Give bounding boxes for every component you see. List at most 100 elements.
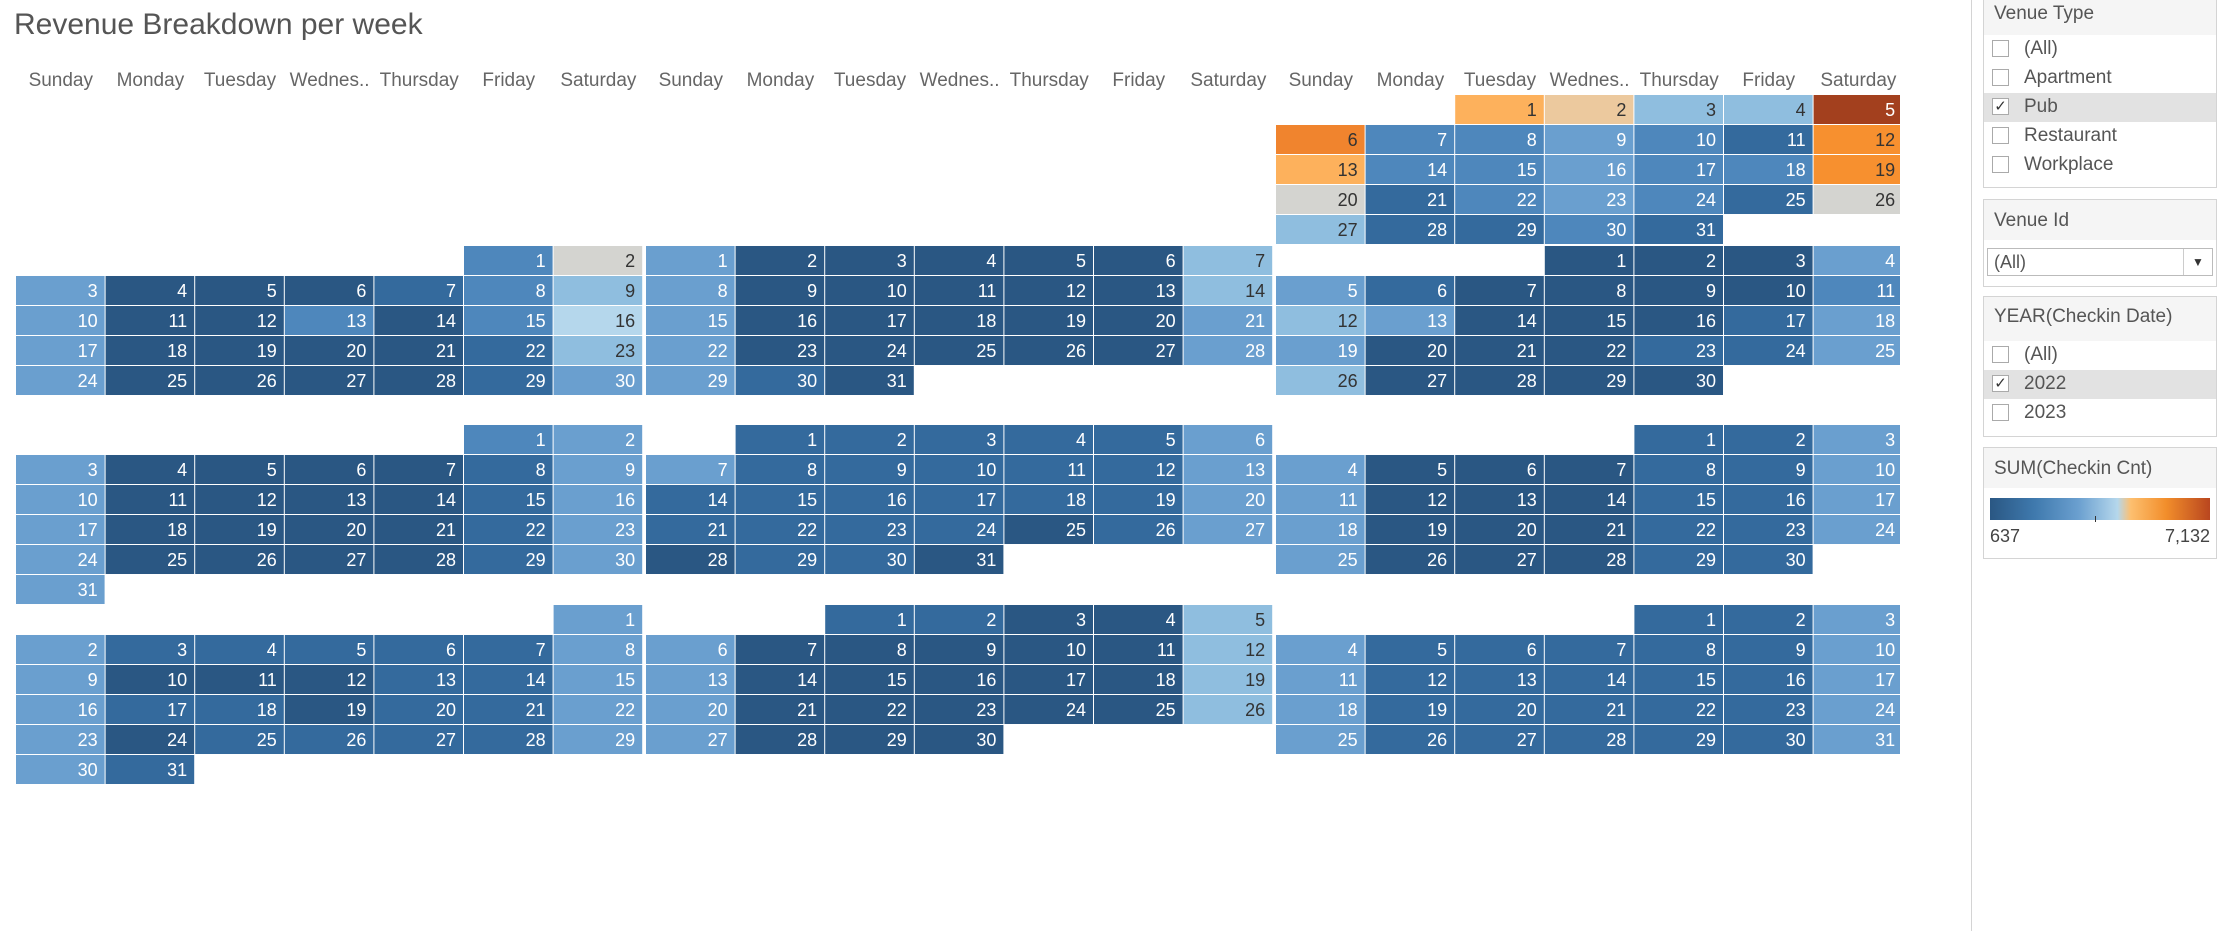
day-cell[interactable] [1365,185,1455,214]
day-cell[interactable] [1724,665,1813,694]
day-cell[interactable] [464,725,553,754]
day-cell[interactable] [1544,125,1634,154]
day-cell[interactable] [1634,455,1723,484]
day-cell[interactable] [105,515,195,544]
day-cell[interactable] [1094,276,1183,305]
day-cell[interactable] [16,635,105,664]
day-cell[interactable] [1365,485,1455,514]
day-cell[interactable] [1813,695,1900,724]
day-cell[interactable] [464,515,553,544]
day-cell[interactable] [1634,485,1723,514]
day-cell[interactable] [825,605,914,634]
day-cell[interactable] [553,695,643,724]
day-cell[interactable] [1724,485,1813,514]
day-cell[interactable] [1634,366,1723,395]
day-cell[interactable] [1724,336,1813,365]
day-cell[interactable] [646,515,735,544]
day-cell[interactable] [735,455,825,484]
day-cell[interactable] [1724,635,1813,664]
day-cell[interactable] [1724,545,1813,574]
day-cell[interactable] [1544,545,1634,574]
day-cell[interactable] [825,306,914,335]
day-cell[interactable] [553,635,643,664]
day-cell[interactable] [1813,515,1900,544]
day-cell[interactable] [646,366,735,395]
day-cell[interactable] [284,545,374,574]
day-cell[interactable] [195,665,284,694]
day-cell[interactable] [1276,545,1365,574]
day-cell[interactable] [105,485,195,514]
day-cell[interactable] [1455,545,1544,574]
day-cell[interactable] [1724,515,1813,544]
checkbox-icon[interactable] [1992,40,2009,57]
day-cell[interactable] [1004,336,1093,365]
day-cell[interactable] [914,485,1004,514]
day-cell[interactable] [1276,336,1365,365]
year-option[interactable]: ✓ 2022 [1984,370,2216,399]
day-cell[interactable] [825,725,914,754]
day-cell[interactable] [553,665,643,694]
day-cell[interactable] [1094,515,1183,544]
day-cell[interactable] [825,485,914,514]
day-cell[interactable] [1813,605,1900,634]
day-cell[interactable] [1634,155,1723,184]
day-cell[interactable] [1183,605,1273,634]
day-cell[interactable] [464,485,553,514]
year-option[interactable]: (All) [1984,341,2216,370]
day-cell[interactable] [646,725,735,754]
venue-type-option[interactable]: Restaurant [1984,122,2216,151]
day-cell[interactable] [553,455,643,484]
day-cell[interactable] [1724,185,1813,214]
day-cell[interactable] [1183,276,1273,305]
day-cell[interactable] [1365,515,1455,544]
day-cell[interactable] [374,695,463,724]
day-cell[interactable] [284,276,374,305]
day-cell[interactable] [1094,695,1183,724]
day-cell[interactable] [1276,215,1365,244]
day-cell[interactable] [105,755,195,784]
day-cell[interactable] [1455,455,1544,484]
day-cell[interactable] [1634,185,1723,214]
checkbox-icon[interactable] [1992,156,2009,173]
day-cell[interactable] [646,635,735,664]
day-cell[interactable] [1813,306,1900,335]
day-cell[interactable] [1276,155,1365,184]
day-cell[interactable] [284,485,374,514]
day-cell[interactable] [1813,635,1900,664]
day-cell[interactable] [553,545,643,574]
day-cell[interactable] [374,635,463,664]
day-cell[interactable] [646,455,735,484]
day-cell[interactable] [374,336,463,365]
day-cell[interactable] [1634,336,1723,365]
checkbox-icon[interactable] [1992,404,2009,421]
day-cell[interactable] [646,695,735,724]
day-cell[interactable] [1183,246,1273,275]
day-cell[interactable] [1365,455,1455,484]
day-cell[interactable] [1544,246,1634,275]
day-cell[interactable] [1455,95,1544,124]
day-cell[interactable] [553,515,643,544]
day-cell[interactable] [1634,246,1723,275]
day-cell[interactable] [553,725,643,754]
day-cell[interactable] [1094,605,1183,634]
day-cell[interactable] [105,336,195,365]
venue-type-option[interactable]: Apartment [1984,64,2216,93]
day-cell[interactable] [1724,605,1813,634]
day-cell[interactable] [1183,515,1273,544]
day-cell[interactable] [825,425,914,454]
day-cell[interactable] [105,665,195,694]
day-cell[interactable] [195,485,284,514]
day-cell[interactable] [1094,425,1183,454]
day-cell[interactable] [1365,366,1455,395]
day-cell[interactable] [284,366,374,395]
day-cell[interactable] [735,276,825,305]
day-cell[interactable] [914,425,1004,454]
day-cell[interactable] [1544,366,1634,395]
day-cell[interactable] [374,665,463,694]
day-cell[interactable] [16,695,105,724]
day-cell[interactable] [1813,425,1900,454]
day-cell[interactable] [1455,485,1544,514]
day-cell[interactable] [284,455,374,484]
day-cell[interactable] [16,455,105,484]
day-cell[interactable] [195,635,284,664]
